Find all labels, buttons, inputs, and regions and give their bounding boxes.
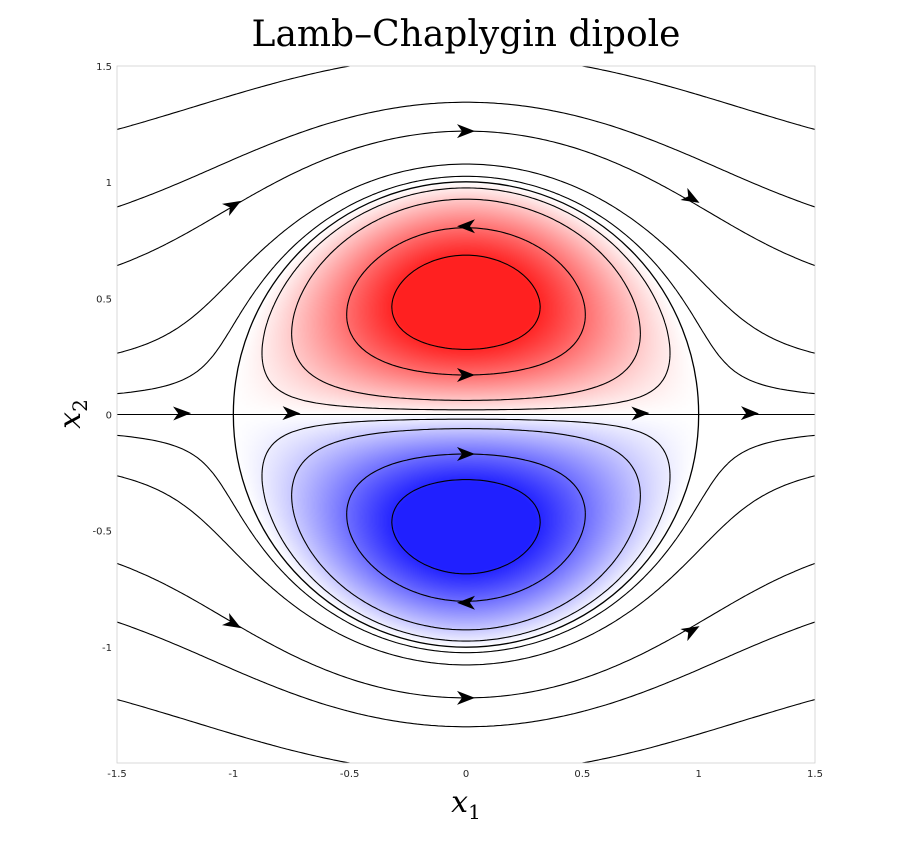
flow-arrow: [221, 200, 242, 216]
x-tick-label: 0: [463, 769, 469, 780]
y-tick-label: -1: [102, 643, 112, 654]
flow-arrow: [680, 626, 700, 642]
flow-arrow: [457, 124, 475, 139]
flow-arrow: [457, 368, 475, 382]
streamline: [117, 418, 815, 654]
streamline: [117, 479, 815, 728]
flow-arrow: [680, 187, 700, 203]
y-axis-label: x2: [53, 399, 92, 429]
streamlines: [117, 66, 815, 763]
y-tick-label: 1: [106, 178, 112, 189]
x-tick-label: -1: [228, 769, 238, 780]
flow-arrow: [457, 595, 475, 610]
x-tick-label: 1: [695, 769, 701, 780]
flow-arrow: [221, 613, 242, 629]
x-tick-label: -1.5: [107, 769, 127, 780]
streamline: [117, 163, 815, 401]
axes-box: [116, 65, 816, 764]
flow-arrow: [457, 447, 475, 461]
flow-arrows: [172, 124, 759, 705]
flow-arrow: [172, 406, 192, 421]
y-axis-ticks: -1 -0.5 0 0.5 1 1.5: [92, 62, 112, 654]
x-axis-ticks: -1.5 -1 -0.5 0 0.5 1 1.5: [107, 769, 823, 780]
y-tick-label: 1.5: [96, 62, 112, 73]
flow-arrow: [457, 690, 475, 705]
streamline: [117, 66, 815, 131]
y-tick-label: -0.5: [92, 527, 112, 538]
y-tick-label: 0.5: [96, 294, 112, 305]
x-tick-label: 1.5: [807, 769, 823, 780]
streamline: [117, 175, 815, 411]
x-tick-label: -0.5: [340, 769, 360, 780]
x-axis-label: x1: [451, 785, 481, 824]
flow-arrow: [457, 219, 475, 234]
streamline: [117, 428, 815, 666]
x-tick-label: 0.5: [574, 769, 590, 780]
vortex-boundary: [232, 181, 700, 648]
streamline: [117, 101, 815, 350]
flow-arrow: [740, 406, 759, 421]
flow-arrow: [631, 406, 650, 421]
flow-arrow: [282, 406, 301, 421]
streamline: [117, 453, 815, 699]
chart-title: Lamb–Chaplygin dipole: [252, 14, 681, 55]
y-tick-label: 0: [106, 411, 112, 422]
streamline: [117, 698, 815, 763]
